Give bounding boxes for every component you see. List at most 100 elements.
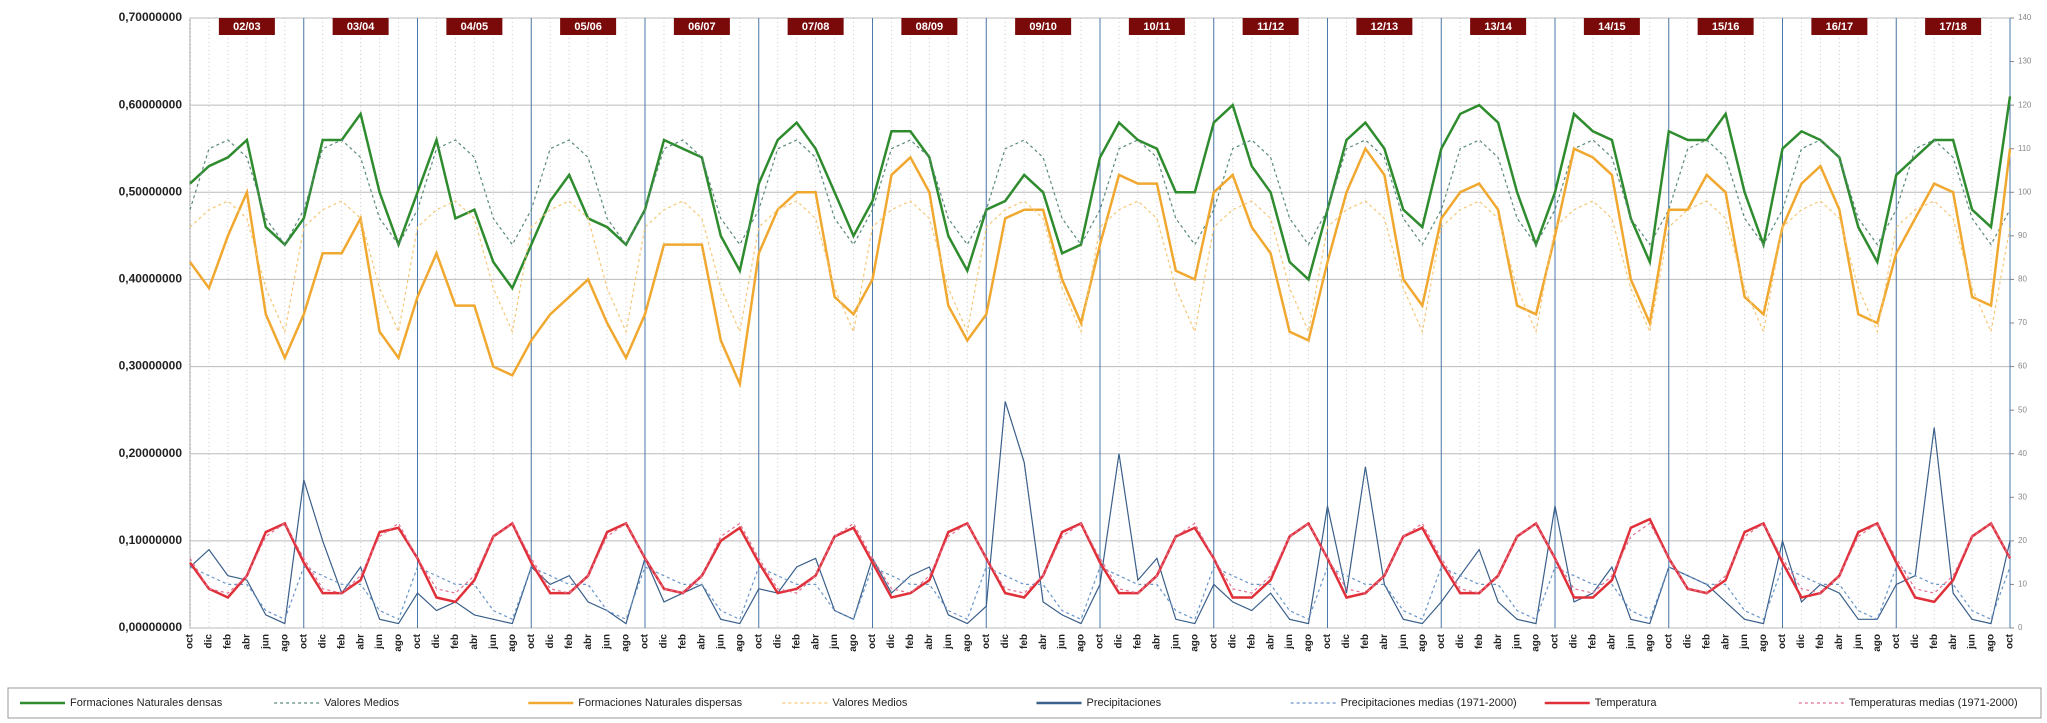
- x-tick-label: abr: [1493, 634, 1504, 650]
- x-tick-label: jun: [374, 634, 385, 650]
- season-box: [1583, 18, 1640, 35]
- x-tick-label: dic: [1796, 634, 1807, 649]
- x-tick-label: dic: [1569, 634, 1580, 649]
- y2-tick-label: 70: [2018, 318, 2027, 327]
- season-box: [673, 18, 730, 35]
- season-box: [901, 18, 958, 35]
- x-tick-label: ago: [734, 634, 745, 652]
- x-tick-label: dic: [1114, 634, 1125, 649]
- series-line: [189, 96, 2012, 291]
- x-tick-label: oct: [640, 633, 651, 649]
- season-label: 06/07: [688, 21, 716, 33]
- x-tick-label: feb: [1133, 634, 1144, 649]
- y2-tick-label: 60: [2018, 362, 2027, 371]
- x-tick-label: oct: [1208, 633, 1219, 649]
- legend-label: Formaciones Naturales densas: [70, 697, 223, 709]
- x-tick-label: abr: [469, 634, 480, 650]
- series-line: [189, 566, 2011, 621]
- y2-tick-label: 100: [2018, 187, 2032, 196]
- season-box: [1925, 18, 1982, 35]
- y2-tick-label: 40: [2018, 449, 2027, 458]
- x-tick-label: oct: [753, 633, 764, 649]
- legend-label: Temperatura: [1595, 697, 1658, 709]
- x-tick-label: feb: [905, 634, 916, 649]
- season-box: [1470, 18, 1527, 35]
- y-tick-label: 0,40000000: [119, 272, 183, 286]
- season-label: 13/14: [1484, 21, 1512, 33]
- x-tick-label: ago: [962, 634, 973, 652]
- legend-label: Precipitaciones: [1087, 697, 1162, 709]
- season-label: 11/12: [1257, 21, 1284, 33]
- x-tick-label: abr: [1152, 634, 1163, 650]
- series-line: [189, 139, 2011, 246]
- season-box: [1356, 18, 1413, 35]
- x-tick-label: feb: [678, 634, 689, 649]
- x-tick-label: jun: [602, 634, 613, 650]
- x-tick-label: abr: [1607, 634, 1618, 650]
- legend-box: [7, 687, 2042, 719]
- x-tick-label: jun: [829, 634, 840, 650]
- x-tick-label: feb: [564, 634, 575, 649]
- y-tick-label: 0,60000000: [119, 97, 183, 111]
- x-tick-label: oct: [185, 633, 196, 649]
- x-tick-label: dic: [545, 634, 556, 649]
- season-box: [1015, 18, 1072, 35]
- y2-tick-label: 0: [2018, 623, 2023, 632]
- season-box: [1811, 18, 1868, 35]
- x-tick-label: jun: [1170, 634, 1181, 650]
- y2-tick-label: 30: [2018, 492, 2027, 501]
- y2-tick-label: 110: [2018, 144, 2031, 153]
- x-tick-label: dic: [1682, 634, 1693, 649]
- y2-tick-label: 20: [2018, 536, 2027, 545]
- x-tick-label: abr: [1038, 634, 1049, 650]
- x-tick-label: ago: [507, 634, 518, 652]
- x-tick-label: ago: [621, 634, 632, 652]
- season-box: [218, 18, 275, 35]
- x-tick-label: ago: [848, 634, 859, 652]
- x-tick-label: ago: [1417, 634, 1428, 652]
- x-tick-label: oct: [1550, 633, 1561, 649]
- y-tick-label: 0,30000000: [119, 359, 183, 373]
- legend-label: Temperaturas medias (1971-2000): [1849, 697, 2018, 709]
- season-box: [787, 18, 844, 35]
- x-tick-label: ago: [1644, 634, 1655, 652]
- x-tick-label: oct: [1777, 633, 1788, 649]
- series-line: [189, 200, 2011, 334]
- y2-tick-label: 80: [2018, 275, 2027, 284]
- x-tick-label: abr: [810, 634, 821, 650]
- x-tick-label: abr: [1379, 634, 1390, 650]
- x-tick-label: oct: [981, 633, 992, 649]
- x-tick-label: oct: [1891, 633, 1902, 649]
- x-tick-label: feb: [1474, 634, 1485, 649]
- legend-label: Valores Medios: [832, 697, 907, 709]
- x-tick-label: abr: [355, 634, 366, 650]
- x-tick-label: abr: [1720, 634, 1731, 650]
- x-tick-label: ago: [1303, 634, 1314, 652]
- season-label: 10/11: [1143, 21, 1170, 33]
- x-tick-label: dic: [772, 634, 783, 649]
- x-tick-label: dic: [1341, 634, 1352, 649]
- legend-label: Valores Medios: [324, 697, 399, 709]
- y-tick-label: 0,00000000: [119, 620, 183, 634]
- season-label: 03/04: [347, 21, 375, 33]
- y2-tick-label: 50: [2018, 405, 2027, 414]
- x-tick-label: feb: [1815, 634, 1826, 649]
- y-tick-label: 0,10000000: [119, 533, 183, 547]
- y2-tick-label: 120: [2018, 100, 2032, 109]
- x-tick-label: dic: [886, 634, 897, 649]
- season-label: 02/03: [233, 21, 261, 33]
- season-box: [1242, 18, 1299, 35]
- x-tick-label: dic: [317, 634, 328, 649]
- x-tick-label: abr: [1834, 634, 1845, 650]
- x-tick-label: dic: [1000, 634, 1011, 649]
- y2-tick-label: 90: [2018, 231, 2027, 240]
- x-tick-label: ago: [1758, 634, 1769, 652]
- y2-tick-label: 10: [2018, 580, 2027, 589]
- x-tick-label: oct: [298, 633, 309, 649]
- y-tick-label: 0,20000000: [119, 446, 183, 460]
- season-label: 14/15: [1598, 21, 1626, 33]
- x-tick-label: ago: [393, 634, 404, 652]
- x-tick-label: jun: [260, 634, 271, 650]
- x-tick-label: feb: [336, 634, 347, 649]
